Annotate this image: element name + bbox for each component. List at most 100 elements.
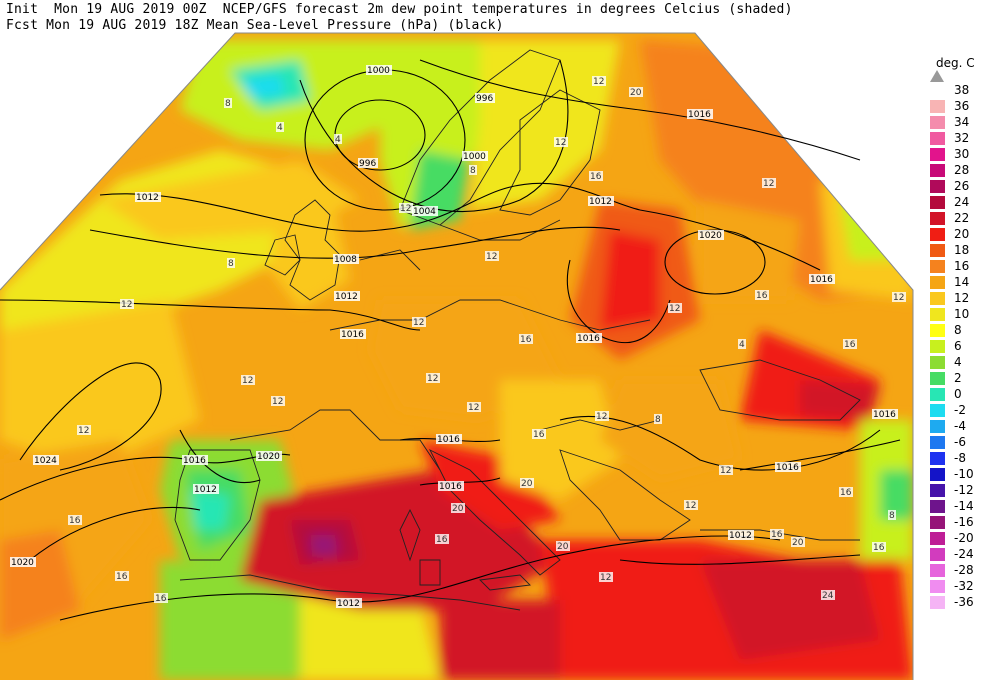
legend-label: 8 (954, 323, 962, 337)
dewpoint-label-bg (435, 534, 449, 544)
isobar-label: 1016 (873, 410, 896, 420)
isobar-label: 1020 (257, 452, 280, 462)
legend-label: -20 (954, 531, 974, 545)
dewpoint-label: 16 (155, 594, 167, 604)
isobar-labels: 1000 996 996 1000 1004 1008 1012 1012 1016 1016 10… (10, 65, 898, 609)
legend-swatch (930, 164, 945, 177)
dewpoint-label: 16 (436, 535, 448, 545)
dewpoint-label-bg (888, 510, 896, 520)
dewpoint-label-bg (154, 593, 168, 603)
legend-label: 0 (954, 387, 962, 401)
isobar-label: 1012 (194, 485, 217, 495)
legend-label: -10 (954, 467, 974, 481)
dewpoint-label: 12 (400, 204, 411, 214)
isobar-label: 1016 (810, 275, 833, 285)
dewpoint-label: 12 (596, 412, 607, 422)
legend-swatch (930, 228, 945, 241)
dewpoint-label: 12 (242, 376, 253, 386)
legend-label: 4 (954, 355, 962, 369)
dewpoint-label: 12 (413, 318, 424, 328)
isobar-label: 1024 (34, 456, 57, 466)
dewpoint-label-bg (467, 402, 481, 412)
dewpoint-label: 8 (228, 259, 234, 269)
legend-swatch (930, 452, 945, 465)
legend-label: -6 (954, 435, 966, 449)
legend-label: 20 (954, 227, 970, 241)
legend-swatch (930, 180, 945, 193)
legend-item: 36 (922, 98, 998, 113)
dewpoint-label-bg (519, 334, 533, 344)
legend-label: 28 (954, 163, 970, 177)
legend-swatch (930, 516, 945, 529)
legend-label: -8 (954, 451, 966, 465)
isobar-label: 1000 (463, 152, 486, 162)
isobar-label: 996 (476, 94, 493, 104)
dewpoint-label: 4 (739, 340, 745, 350)
dewpoint-label-bg (485, 251, 499, 261)
legend-swatch (930, 388, 945, 401)
dewpoint-label: 12 (121, 300, 132, 310)
dewpoint-label-bg (770, 529, 784, 539)
isobar-label-bg (462, 151, 488, 161)
legend-item: -6 (922, 434, 998, 449)
dewpoint-label-bg (554, 137, 568, 147)
isobar-label-bg (475, 93, 495, 103)
isobar-label-bg (256, 451, 282, 461)
legend-item: -2 (922, 402, 998, 417)
dewpoint-label-bg (451, 503, 465, 513)
dewpoint-label: 16 (756, 291, 768, 301)
legend-item: 6 (922, 338, 998, 353)
isobar-label: 1016 (577, 334, 600, 344)
legend-item: 22 (922, 210, 998, 225)
legend-item: -28 (922, 562, 998, 577)
isobar-label: 1016 (341, 330, 364, 340)
isobar-label-bg (436, 434, 462, 444)
isobar-label: 1004 (413, 207, 436, 217)
legend-label: 38 (954, 83, 970, 97)
chart-title-line2: Fcst Mon 19 AUG 2019 18Z Mean Sea-Level … (6, 18, 504, 33)
legend-item: -32 (922, 578, 998, 593)
isobar-label: 996 (359, 159, 376, 169)
legend-swatch (930, 580, 945, 593)
dewpoint-label-bg (120, 299, 134, 309)
isobar-label: 1008 (334, 255, 357, 265)
dewpoint-label: 12 (893, 293, 904, 303)
dewpoint-label: 16 (533, 430, 545, 440)
isobar-label: 1016 (437, 435, 460, 445)
legend-label: 14 (954, 275, 970, 289)
legend-label: -36 (954, 595, 974, 609)
legend-item: 34 (922, 114, 998, 129)
dewpoint-label: 12 (669, 304, 680, 314)
legend-item: 4 (922, 354, 998, 369)
isobar-label: 1012 (729, 531, 752, 541)
dewpoint-label-bg (592, 76, 606, 86)
legend-item: 32 (922, 130, 998, 145)
legend-item: 10 (922, 306, 998, 321)
legend-label: 36 (954, 99, 970, 113)
dewpoint-label-bg (532, 429, 546, 439)
legend-item: 2 (922, 370, 998, 385)
isobar-label-bg (588, 196, 614, 206)
legend-label: 12 (954, 291, 970, 305)
dewpoint-label: 24 (822, 591, 834, 601)
dewpoint-label-bg (276, 122, 284, 132)
legend-label: 18 (954, 243, 970, 257)
isobar-label: 1012 (589, 197, 612, 207)
dewpoint-label-bg (77, 425, 91, 435)
isobar-label-bg (438, 481, 464, 491)
isobar-label-bg (809, 274, 835, 284)
legend-item: 38 (922, 82, 998, 97)
legend-item: -14 (922, 498, 998, 513)
dewpoint-label-bg (892, 292, 906, 302)
dewpoint-label: 20 (521, 479, 533, 489)
dewpoint-label: 16 (116, 572, 128, 582)
dewpoint-label-bg (843, 339, 857, 349)
legend-swatch (930, 372, 945, 385)
legend-label: 10 (954, 307, 970, 321)
dewpoint-label: 20 (792, 538, 804, 548)
legend-item: 20 (922, 226, 998, 241)
legend-swatch (930, 436, 945, 449)
dewpoint-label-bg (271, 396, 285, 406)
legend-swatch (930, 260, 945, 273)
